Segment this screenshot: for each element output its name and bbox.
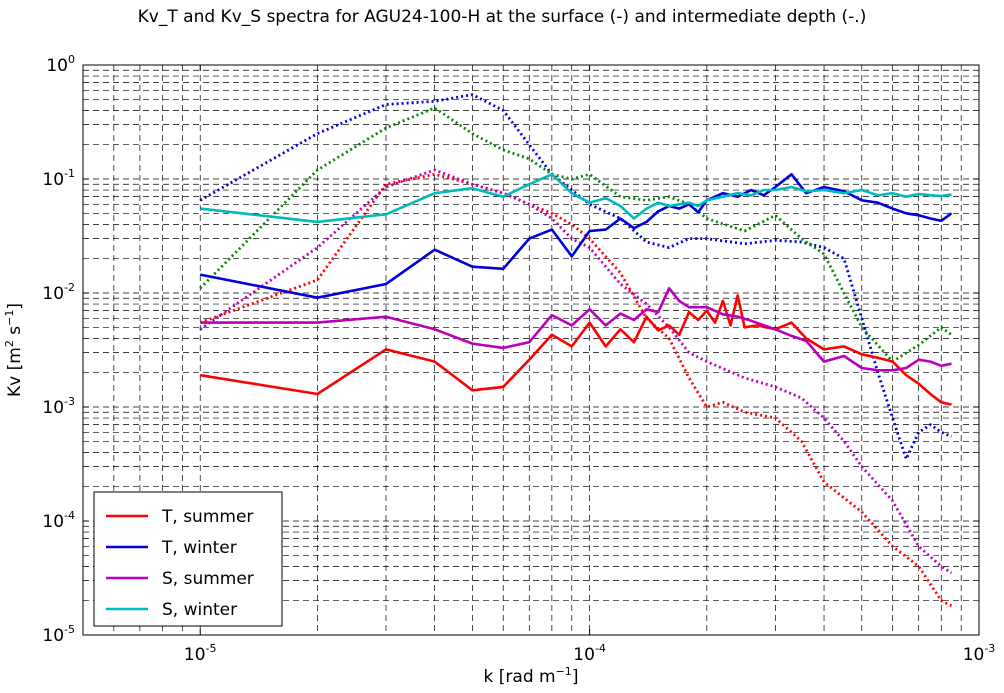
legend-label: T, winter xyxy=(161,538,237,558)
y-tick-label: 10-5 xyxy=(42,623,75,646)
axis-ticks: 10-5 10-4 10-3 10-5 10-4 10-3 10-2 10-1 100 xyxy=(42,53,995,665)
y-tick-label: 10-4 xyxy=(42,509,75,532)
grid xyxy=(83,65,979,635)
series-line-t-winter xyxy=(199,173,953,300)
chart-title: Kv_T and Kv_S spectra for AGU24-100-H at… xyxy=(138,7,867,27)
legend-label: T, summer xyxy=(161,507,253,527)
series-line-t-summer-intermediate xyxy=(199,172,953,608)
y-tick-label: 10-2 xyxy=(42,281,75,304)
legend-label: S, winter xyxy=(162,600,237,620)
x-tick-label: 10-5 xyxy=(184,642,217,665)
series-line-s-winter-intermediate xyxy=(199,106,953,364)
legend-label: S, summer xyxy=(162,569,254,589)
y-tick-label: 100 xyxy=(46,53,75,76)
series-line-t-winter-intermediate xyxy=(199,93,953,461)
plot-frame xyxy=(82,64,980,636)
x-tick-label: 10-3 xyxy=(963,642,996,665)
series-line-t-summer xyxy=(199,294,952,406)
x-axis-label: k [rad m−1] xyxy=(484,665,579,687)
x-tick-label: 10-4 xyxy=(573,642,606,665)
series-line-s-summer-intermediate xyxy=(199,168,953,575)
y-tick-label: 10-3 xyxy=(42,395,75,418)
plot-series xyxy=(199,93,953,608)
legend: T, summer T, winter S, summer S, winter xyxy=(93,491,283,627)
y-tick-label: 10-1 xyxy=(42,167,75,190)
legend-box xyxy=(93,491,283,627)
series-line-s-summer xyxy=(200,286,952,372)
series-line-s-winter xyxy=(200,173,952,224)
y-axis-label: Kv [m2 s−1] xyxy=(3,303,25,397)
